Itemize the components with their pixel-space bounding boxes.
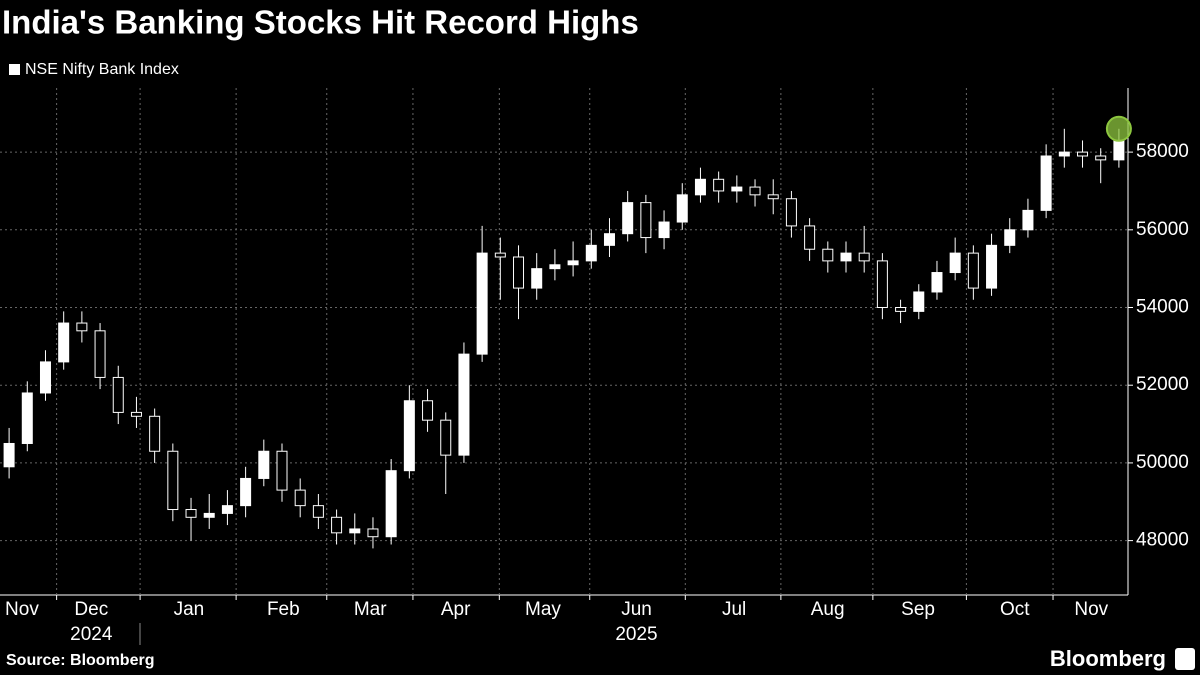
candle-body: [240, 477, 252, 507]
x-tick-label: Jun: [621, 599, 652, 620]
candle-body: [185, 509, 197, 518]
y-tick-label: 48000: [1136, 530, 1189, 551]
candle-body: [676, 194, 688, 223]
x-tick-label: Nov: [5, 599, 39, 620]
candle-body: [258, 450, 270, 479]
candle-body: [1113, 139, 1125, 161]
x-tick-label: Dec: [74, 599, 108, 620]
x-tick-label: Oct: [1000, 599, 1030, 620]
legend-label: NSE Nifty Bank Index: [25, 61, 179, 78]
candle-body: [713, 178, 725, 192]
highlight-circle: [1105, 115, 1132, 142]
candle-body: [149, 415, 161, 452]
x-tick-label: Jul: [722, 599, 746, 620]
candle-body: [494, 252, 506, 258]
candle-body: [931, 272, 943, 293]
candle-body: [21, 392, 33, 444]
candle-body: [986, 244, 998, 289]
candle-body: [567, 260, 579, 266]
candle-body: [804, 225, 816, 250]
candle-body: [1095, 155, 1107, 161]
candle-body: [949, 252, 961, 274]
candle-body: [1077, 151, 1089, 157]
chart-title: India's Banking Stocks Hit Record Highs: [2, 4, 639, 41]
candle-body: [58, 322, 70, 363]
candle-body: [294, 489, 306, 507]
candle-body: [749, 186, 761, 196]
candle-body: [422, 400, 434, 421]
candle-body: [913, 291, 925, 312]
candle-body: [1058, 151, 1070, 157]
x-tick-label: Sep: [901, 599, 935, 620]
candle-body: [767, 194, 779, 200]
candle-body: [458, 353, 470, 456]
candle-body: [840, 252, 852, 262]
candle-body: [76, 322, 88, 332]
y-tick-label: 54000: [1136, 297, 1189, 318]
candle-body: [385, 470, 397, 538]
candle-body: [858, 252, 870, 262]
candle-body: [331, 516, 343, 534]
candle-body: [1004, 229, 1016, 246]
candle-body: [876, 260, 888, 309]
candle-body: [549, 264, 561, 270]
candle-body: [513, 256, 525, 289]
candle-body: [367, 528, 379, 538]
candle-body: [967, 252, 979, 289]
candle-body: [39, 361, 51, 394]
x-tick-label: Aug: [811, 599, 845, 620]
y-tick-label: 58000: [1136, 141, 1189, 162]
x-tick-label: Nov: [1074, 599, 1108, 620]
candle-body: [622, 202, 634, 235]
candle-body: [221, 505, 233, 514]
candle-body: [822, 248, 834, 262]
candle-body: [112, 376, 124, 413]
candle-body: [603, 233, 615, 246]
candle-body: [3, 442, 15, 468]
candle-body: [130, 411, 142, 417]
candle-body: [203, 512, 215, 518]
year-label: 2024: [70, 624, 113, 645]
y-tick-label: 52000: [1136, 374, 1189, 395]
candle-body: [585, 244, 597, 262]
candle-body: [731, 186, 743, 192]
candle-body: [640, 202, 652, 239]
candle-body: [658, 221, 670, 239]
candle-body: [94, 330, 106, 378]
candle-body: [476, 252, 488, 355]
candle-body: [440, 419, 452, 456]
candle-body: [403, 400, 415, 472]
y-tick-label: 50000: [1136, 452, 1189, 473]
x-tick-label: Feb: [267, 599, 300, 620]
y-tick-label: 56000: [1136, 219, 1189, 240]
year-label: 2025: [615, 624, 657, 645]
x-tick-label: Apr: [441, 599, 471, 620]
candle-body: [785, 198, 797, 227]
candle-body: [895, 307, 907, 312]
candle-body: [1022, 209, 1034, 231]
legend-swatch: [9, 64, 20, 75]
candle-body: [1040, 155, 1052, 211]
candle-body: [349, 528, 361, 534]
candle-body: [167, 450, 179, 511]
x-tick-label: Jan: [174, 599, 205, 620]
brand-icon: [1175, 648, 1195, 670]
brand: Bloomberg: [1050, 646, 1166, 671]
candle-body: [531, 268, 543, 289]
x-tick-label: May: [525, 599, 561, 620]
source: Source: Bloomberg: [6, 652, 154, 669]
candle-body: [694, 178, 706, 196]
candle-body: [276, 450, 288, 491]
x-tick-label: Mar: [354, 599, 387, 620]
candle-body: [312, 505, 324, 518]
